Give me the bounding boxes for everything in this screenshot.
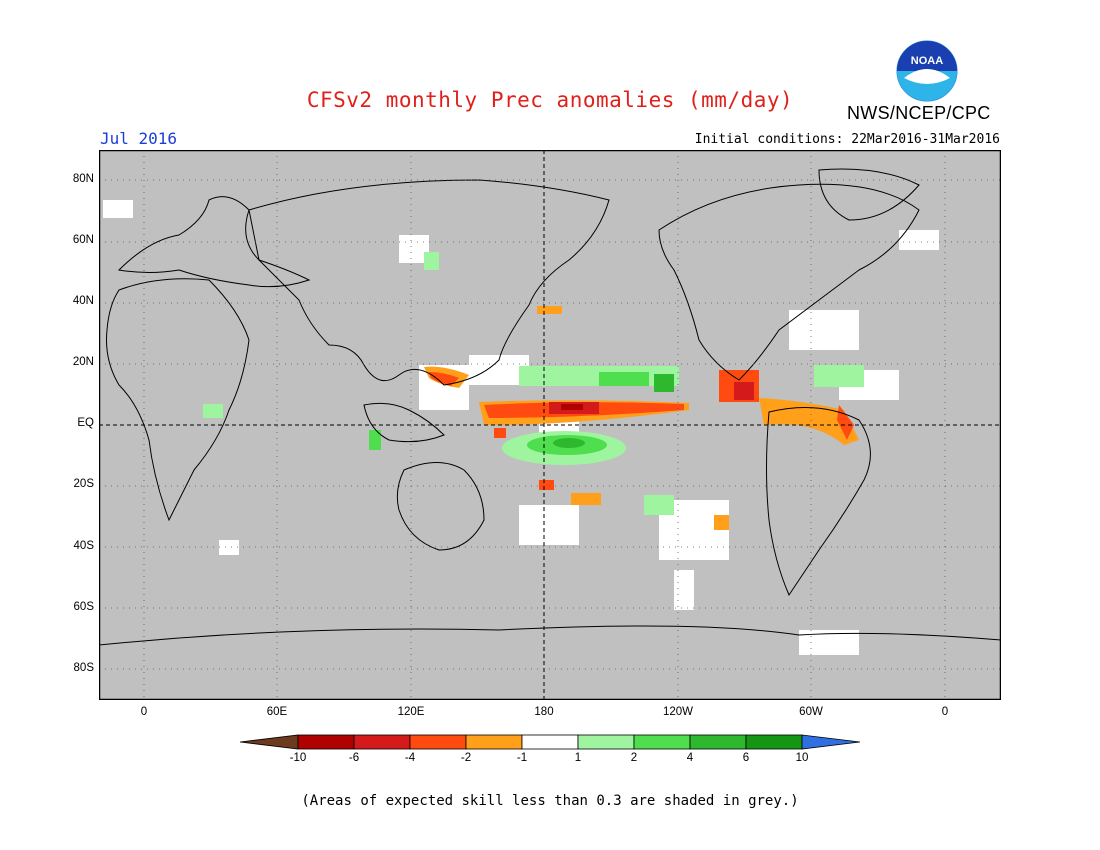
lon-label: 60W [799,706,823,718]
lat-label: 40N [72,295,94,307]
colorbar-swatch [689,734,747,750]
initial-conditions: Initial conditions: 22Mar2016-31Mar2016 [694,132,1000,147]
lon-label: 180 [534,706,554,718]
lat-label: 20S [73,478,94,490]
lon-label: 0 [140,706,148,718]
colorbar-label: 2 [630,752,638,764]
forecast-month: Jul 2016 [100,129,178,148]
colorbar-swatch [577,734,635,750]
lat-label: 80N [72,173,94,185]
agency-label: NWS/NCEP/CPC [847,103,991,123]
colorbar-swatch [633,734,691,750]
chart-title: CFSv2 monthly Prec anomalies (mm/day) [306,88,794,112]
colorbar-swatch [801,734,860,750]
footnote: (Areas of expected skill less than 0.3 a… [301,793,799,809]
lat-label: 60N [72,234,94,246]
colorbar-swatch [240,734,299,750]
coastlines [99,168,1001,646]
lat-label: 60S [73,601,94,613]
colorbar-swatch [297,734,355,750]
colorbar-label: -1 [516,752,528,764]
lat-label: 20N [72,356,94,368]
colorbar-label: -6 [348,752,360,764]
colorbar-label: 4 [686,752,694,764]
lon-label: 60E [266,706,288,718]
colorbar-label: 10 [795,752,809,764]
colorbar-label: -10 [289,752,307,764]
map-frame [99,150,1001,700]
lat-label: EQ [77,417,94,429]
colorbar-label: 1 [574,752,582,764]
colorbar-swatch [409,734,467,750]
lon-label: 120W [662,706,694,718]
colorbar-swatch [521,734,579,750]
colorbar [240,734,860,750]
positive-anomalies [203,252,864,515]
lon-label: 120E [397,706,425,718]
lat-label: 80S [73,662,94,674]
logo-text: NOAA [911,55,943,67]
logo: NOAA [896,40,958,106]
precip-anomaly-map [99,150,1001,700]
colorbar-swatch [465,734,523,750]
graticule [99,150,1001,700]
colorbar-label: 6 [742,752,750,764]
negative-anomalies [424,306,859,530]
colorbar-swatch [745,734,803,750]
lat-label: 40S [73,540,94,552]
colorbar-swatch [353,734,411,750]
lon-label: 0 [941,706,949,718]
colorbar-label: -2 [460,752,472,764]
colorbar-label: -4 [404,752,416,764]
